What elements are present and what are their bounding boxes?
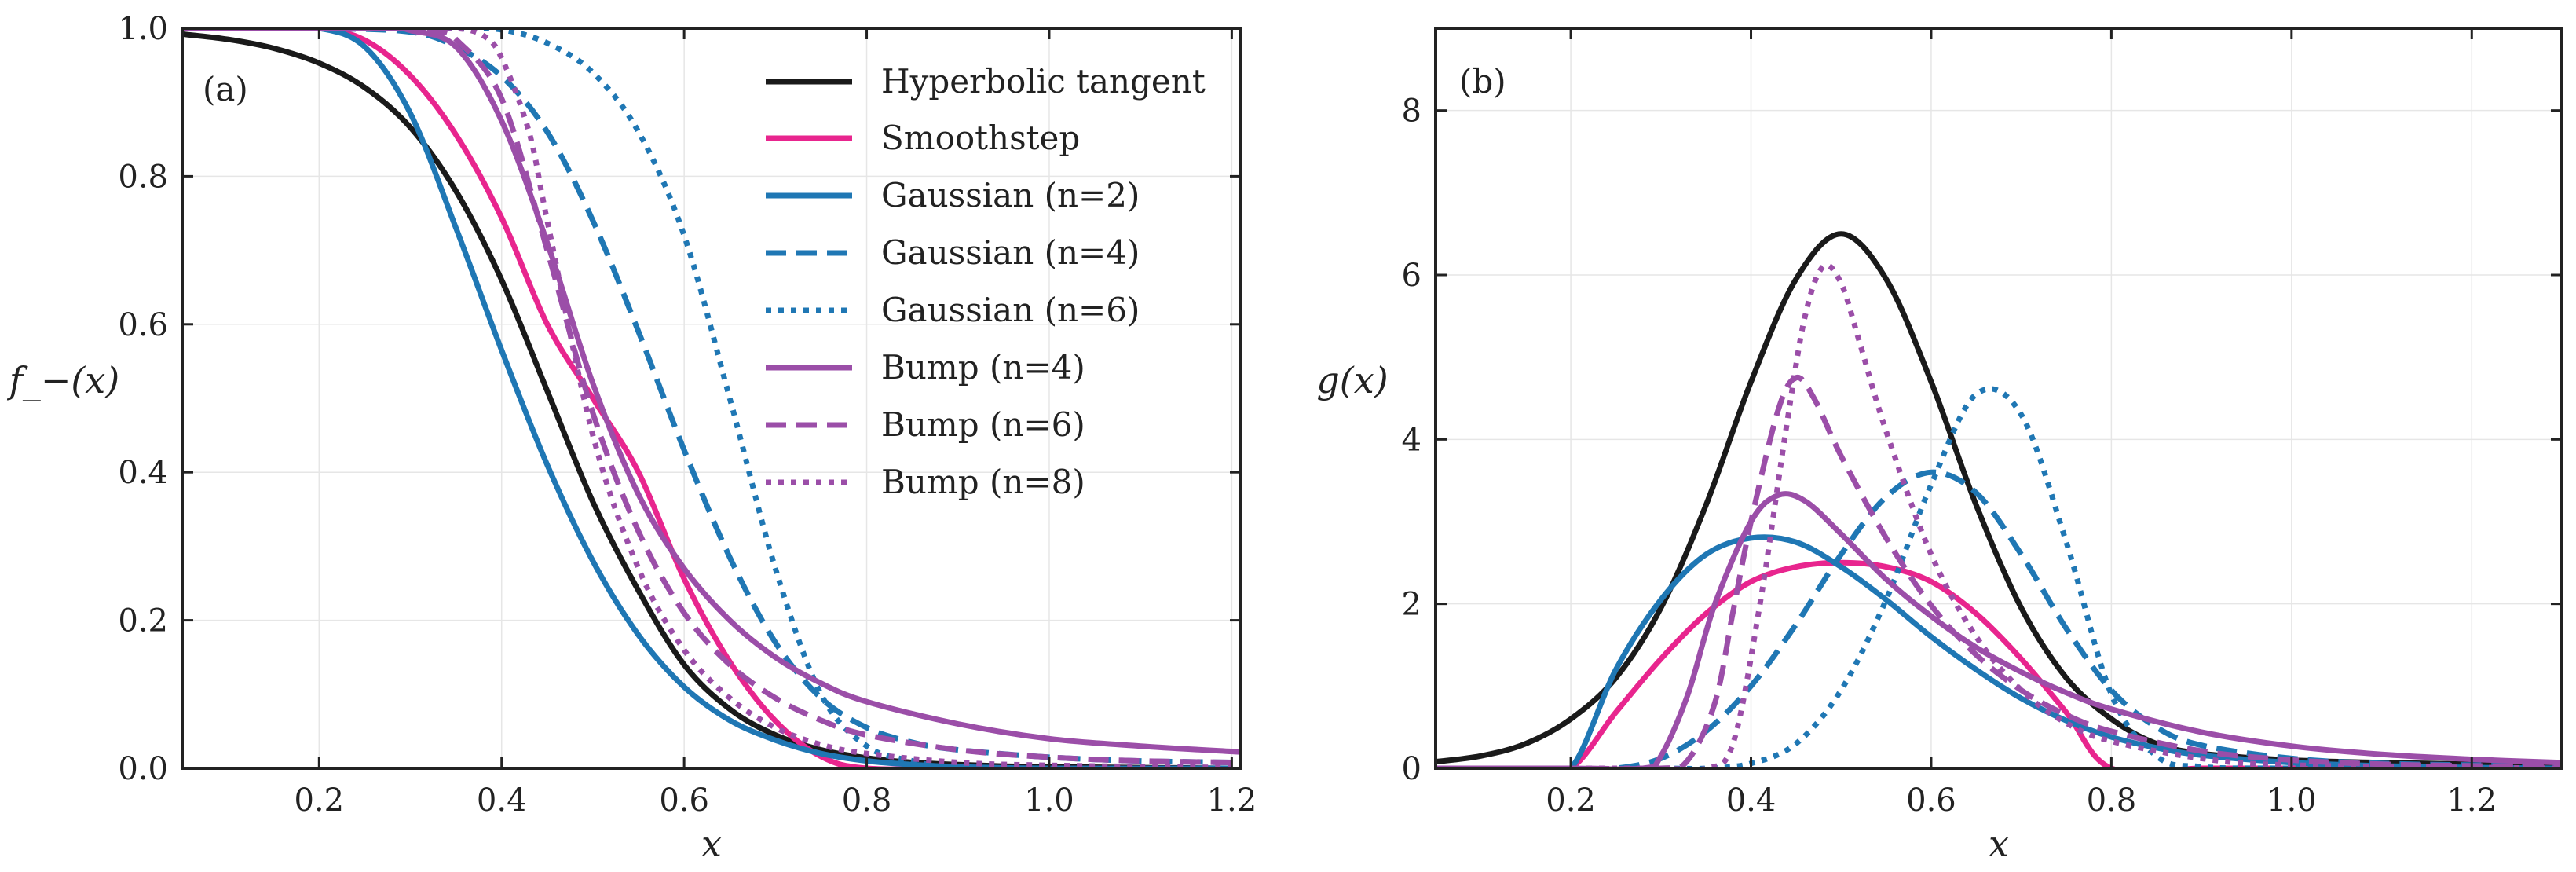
panel-b-xtick-label: 1.0 [2267, 782, 2317, 819]
legend-entry-bump-n8: Bump (n=8) [766, 463, 1085, 501]
panel-b-curves [1436, 231, 2562, 768]
panel-a-ylabel: f_−(x) [7, 359, 119, 401]
legend-label-gaussian-n6: Gaussian (n=6) [881, 291, 1140, 329]
panel-b-ytick-label: 8 [1402, 93, 1422, 130]
panel-a-xtick-label: 0.6 [659, 782, 709, 819]
panel-a-xlabel: x [701, 823, 722, 865]
panel-b-ylabel: g(x) [1316, 359, 1388, 401]
panel-a-series-bump-n-4 [182, 28, 1241, 755]
panel-a-curves [182, 28, 1241, 768]
legend-label-smoothstep: Smoothstep [881, 119, 1080, 157]
legend-entry-bump-n4: Bump (n=4) [766, 348, 1085, 387]
legend-entry-bump-n6: Bump (n=6) [766, 405, 1085, 444]
legend-entry-gaussian-n2: Gaussian (n=2) [766, 176, 1140, 214]
panel-b: 0.2 0.4 0.6 0.8 1.0 1.2 0 2 4 6 8 (b) x g(x) [1316, 27, 2563, 865]
panel-a-ticks [182, 27, 1241, 770]
legend-entry-gaussian-n6: Gaussian (n=6) [766, 291, 1140, 329]
panel-a-ytick-label: 0.4 [118, 455, 168, 491]
panel-b-ticks [1436, 28, 2562, 770]
panel-b-series-bump-n-4 [1436, 491, 2562, 768]
legend-label-bump-n8: Bump (n=8) [881, 463, 1085, 501]
legend: Hyperbolic tangent Smoothstep Gaussian (… [766, 62, 1206, 501]
legend-label-gaussian-n4: Gaussian (n=4) [881, 233, 1140, 272]
panel-b-xtick-label: 0.8 [2087, 782, 2137, 819]
panel-a-xtick-label: 0.2 [294, 782, 344, 819]
panel-a-tick-labels: 0.2 0.4 0.6 0.8 1.0 1.2 0.0 0.2 0.4 0.6 0.8 1.0 [118, 11, 1257, 819]
panel-b-ytick-label: 6 [1402, 258, 1422, 294]
panel-a-series-gaussian-n-6 [182, 28, 1232, 768]
panel-a-xtick-label: 0.4 [477, 782, 527, 819]
panel-b-grid [1436, 28, 2562, 769]
panel-a-grid [182, 27, 1241, 769]
panel-b-xtick-label: 0.4 [1726, 782, 1776, 819]
panel-a-series-gaussian-n-2 [182, 28, 1232, 768]
legend-entry-hyperbolic-tangent: Hyperbolic tangent [766, 62, 1206, 101]
panel-a-ytick-label: 1.0 [118, 11, 168, 47]
panel-b-series-gaussian-n-2 [1436, 534, 2562, 768]
panel-a-frame [181, 27, 1242, 770]
panel-b-xtick-label: 1.2 [2446, 782, 2497, 819]
panel-b-xlabel: x [1989, 823, 2009, 865]
panel-a-ytick-label: 0.2 [118, 603, 168, 639]
panel-a-label: (a) [203, 70, 248, 108]
panel-a-series-bump-n-8 [182, 28, 1232, 768]
panel-a-xtick-label: 1.0 [1024, 782, 1074, 819]
panel-b-series-smoothstep [1436, 559, 2562, 768]
panel-b-series-bump-n-6 [1436, 375, 2562, 768]
panel-a-ytick-label: 0.8 [118, 159, 168, 195]
panel-a-ytick-label: 0.0 [118, 751, 168, 787]
legend-label-gaussian-n2: Gaussian (n=2) [881, 176, 1140, 214]
legend-entry-gaussian-n4: Gaussian (n=4) [766, 233, 1140, 272]
panel-b-ytick-label: 0 [1402, 751, 1422, 787]
panel-b-label: (b) [1459, 62, 1506, 101]
panel-a-series-smoothstep [182, 28, 1232, 768]
legend-label-bump-n6: Bump (n=6) [881, 405, 1085, 444]
panel-a-ytick-label: 0.6 [118, 307, 168, 343]
panel-b-tick-labels: 0.2 0.4 0.6 0.8 1.0 1.2 0 2 4 6 8 [1402, 93, 2497, 819]
panel-b-frame [1434, 27, 2563, 770]
panel-a-xtick-label: 0.8 [842, 782, 892, 819]
panel-b-xtick-label: 0.6 [1906, 782, 1956, 819]
panel-b-xtick-label: 0.2 [1546, 782, 1596, 819]
panel-b-series-gaussian-n-6 [1436, 386, 2562, 768]
legend-label-hyperbolic-tangent: Hyperbolic tangent [881, 62, 1206, 101]
legend-label-bump-n4: Bump (n=4) [881, 348, 1085, 387]
panel-a-xtick-label: 1.2 [1207, 782, 1257, 819]
panel-b-ytick-label: 2 [1402, 587, 1422, 623]
legend-entry-smoothstep: Smoothstep [766, 119, 1080, 157]
panel-b-ytick-label: 4 [1402, 422, 1422, 458]
panel-a: 0.2 0.4 0.6 0.8 1.0 1.2 0.0 0.2 0.4 0.6 0.8 1.0 (a)… [7, 11, 1257, 865]
